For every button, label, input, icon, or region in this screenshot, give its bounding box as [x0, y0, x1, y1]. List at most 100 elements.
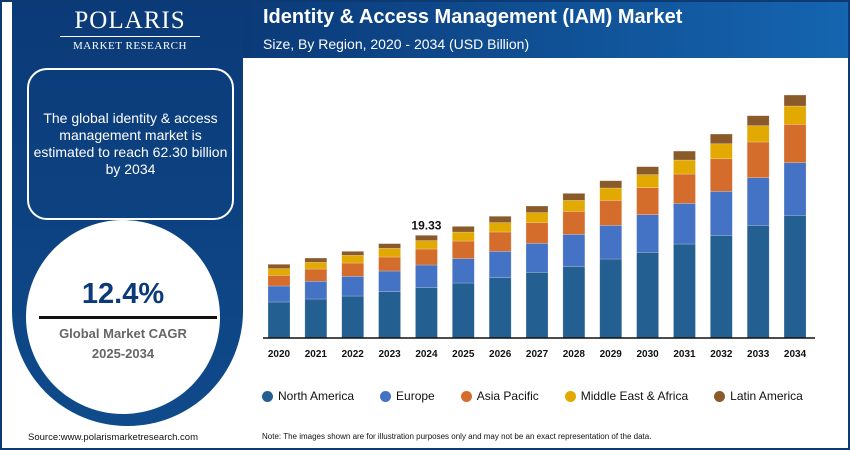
bar-segment-asia-pacific-2031: [673, 173, 696, 204]
bar-segment-europe-2032: [710, 191, 733, 236]
bar-segment-middle-east-africa-2030: [636, 174, 659, 188]
bar-segment-asia-pacific-2025: [451, 240, 475, 259]
cagr-label-text: Global Market CAGR: [59, 326, 187, 341]
bar-segment-middle-east-africa-2020: [267, 268, 291, 276]
bar-segment-latin-america-2028: [562, 193, 586, 201]
summary-box: The global identity & access management …: [27, 68, 234, 220]
bar-segment-north-america-2026: [488, 277, 512, 339]
source-text: Source:www.polarismarketresearch.com: [28, 432, 199, 443]
chart-subtitle: Size, By Region, 2020 - 2034 (USD Billio…: [263, 36, 530, 52]
bar-segment-asia-pacific-2024: [415, 248, 438, 266]
bar-segment-latin-america-2031: [673, 150, 696, 161]
chart-legend: North America Europe Asia Pacific Middle Ea…: [262, 389, 829, 403]
summary-text: The global identity & access management …: [33, 110, 228, 177]
bar-segment-europe-2024: [415, 264, 438, 288]
bar-segment-europe-2023: [378, 270, 401, 292]
cagr-label: Global Market CAGR 2025-2034: [26, 324, 220, 364]
bar-segment-asia-pacific-2033: [746, 141, 770, 179]
legend-label: North America: [278, 389, 355, 403]
bar-segment-asia-pacific-2026: [488, 231, 512, 252]
bar-segment-north-america-2033: [746, 225, 770, 339]
bar-segment-north-america-2031: [673, 243, 696, 339]
bar-segment-north-america-2021: [304, 298, 328, 339]
legend-item: Latin America: [714, 389, 803, 403]
legend-item: North America: [262, 389, 354, 403]
bar-segment-europe-2030: [636, 214, 659, 253]
x-tick-label: 2023: [378, 349, 401, 360]
x-tick-label: 2026: [489, 349, 512, 360]
bar-segment-north-america-2024: [415, 287, 438, 339]
legend-swatch: [564, 390, 576, 402]
legend-item: Middle East & Africa: [564, 389, 688, 403]
bar-segment-asia-pacific-2022: [341, 262, 365, 277]
legend-item: Europe: [380, 389, 435, 403]
bar-segment-asia-pacific-2020: [267, 275, 291, 287]
bar-segment-middle-east-africa-2021: [304, 262, 328, 270]
bar-segment-asia-pacific-2030: [636, 187, 659, 215]
bar-segment-middle-east-africa-2022: [341, 255, 365, 264]
bar-segment-asia-pacific-2032: [710, 158, 733, 192]
bar-segment-north-america-2028: [562, 266, 586, 339]
bar-segment-middle-east-africa-2033: [746, 125, 770, 143]
bar-segment-middle-east-africa-2023: [378, 248, 401, 258]
brand-tagline: MARKET RESEARCH: [73, 40, 187, 52]
x-tick-label: 2030: [636, 349, 659, 360]
bar-segment-north-america-2027: [525, 272, 549, 339]
bar-segment-europe-2033: [746, 177, 770, 226]
x-tick-label: 2032: [710, 349, 733, 360]
x-tick-label: 2033: [747, 349, 770, 360]
bar-segment-asia-pacific-2027: [525, 222, 549, 244]
legend-swatch: [262, 390, 273, 402]
bar-segment-europe-2020: [267, 285, 291, 303]
bar-segment-north-america-2025: [451, 282, 475, 339]
x-tick-label: 2025: [452, 349, 475, 360]
chart-header: [243, 0, 850, 58]
bar-segment-latin-america-2025: [451, 226, 475, 233]
cagr-period: 2025-2034: [91, 346, 155, 361]
bar-segment-europe-2027: [525, 243, 549, 273]
bar-segment-north-america-2022: [341, 295, 365, 339]
bar-segment-europe-2028: [562, 234, 586, 267]
brand-name: POLARIS: [60, 8, 200, 37]
bar-segment-middle-east-africa-2026: [488, 222, 512, 233]
bar-segment-north-america-2029: [599, 258, 623, 339]
bar-segment-north-america-2020: [267, 301, 291, 339]
legend-label: Latin America: [730, 389, 803, 403]
legend-label: Asia Pacific: [476, 389, 539, 403]
x-tick-label: 2021: [305, 349, 328, 360]
bar-segment-europe-2034: [783, 162, 807, 216]
legend-item: Asia Pacific: [460, 389, 539, 403]
x-tick-label: 2028: [563, 349, 586, 360]
bar-segment-latin-america-2030: [636, 166, 659, 175]
bar-segment-latin-america-2024: [415, 234, 438, 241]
x-tick-label: 2031: [673, 349, 696, 360]
legend-swatch: [714, 390, 726, 402]
bar-segment-europe-2022: [341, 276, 365, 297]
x-tick-label: 2034: [784, 349, 807, 360]
bar-segment-north-america-2030: [636, 252, 659, 339]
bar-segment-middle-east-africa-2032: [710, 143, 733, 160]
cagr-divider: [39, 316, 217, 319]
bar-segment-middle-east-africa-2031: [673, 159, 696, 175]
bar-segment-latin-america-2027: [525, 205, 549, 213]
bar-segment-latin-america-2021: [304, 257, 328, 263]
bar-segment-latin-america-2029: [599, 180, 623, 189]
chart-title: Identity & Access Management (IAM) Marke…: [263, 6, 683, 28]
bar-segment-north-america-2034: [783, 215, 807, 339]
bar-segment-middle-east-africa-2034: [783, 105, 807, 125]
x-tick-label: 2024: [415, 349, 438, 360]
legend-label: Europe: [396, 389, 435, 403]
bar-segment-middle-east-africa-2024: [415, 240, 438, 250]
bar-segment-latin-america-2022: [341, 251, 365, 256]
bar-segment-north-america-2032: [710, 235, 733, 339]
x-tick-label: 2027: [526, 349, 549, 360]
bar-segment-middle-east-africa-2025: [451, 231, 475, 242]
bar-segment-latin-america-2023: [378, 243, 401, 249]
bar-segment-asia-pacific-2028: [562, 211, 586, 235]
bar-segment-asia-pacific-2034: [783, 124, 807, 164]
bar-segment-middle-east-africa-2028: [562, 200, 586, 212]
bar-segment-asia-pacific-2023: [378, 256, 401, 272]
bar-segment-latin-america-2026: [488, 215, 512, 223]
bar-segment-north-america-2023: [378, 291, 401, 339]
